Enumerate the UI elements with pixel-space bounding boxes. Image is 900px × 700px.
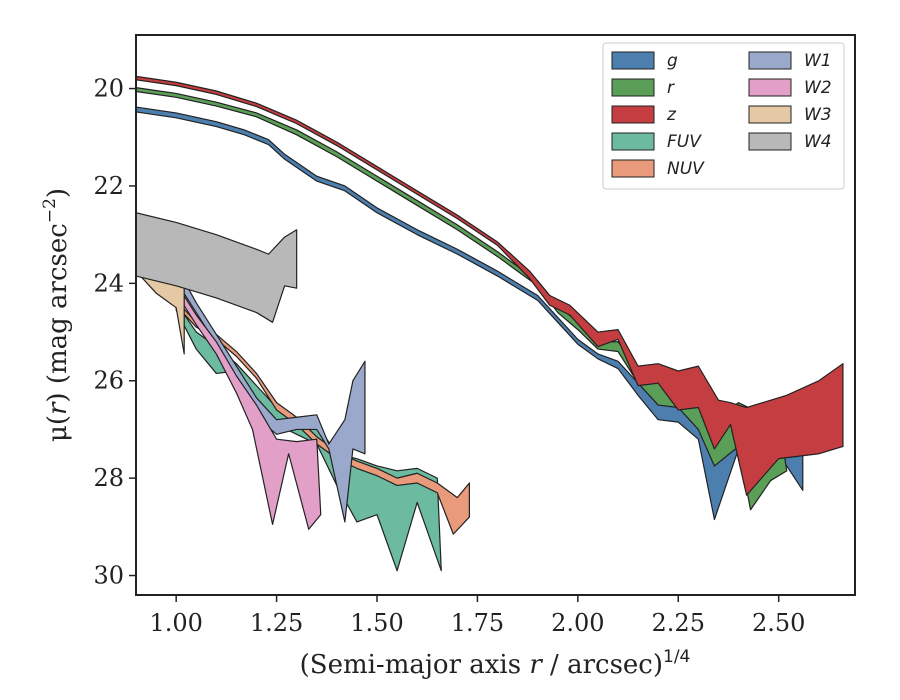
legend-label-nuv: NUV <box>667 159 705 179</box>
series-band-w4 <box>136 212 298 323</box>
series-layer <box>136 75 844 572</box>
legend-swatch-z <box>611 105 655 124</box>
x-axis-title: (Semi-major axis r / arcsec)1/4 <box>300 647 691 680</box>
legend-swatch-r <box>611 78 655 97</box>
y-axis-ticks: 20 22 24 26 28 30 <box>93 75 136 590</box>
x-tick-label: 2.00 <box>551 609 604 637</box>
legend-swatch-w1 <box>748 51 792 70</box>
series-band-nuv <box>175 299 470 535</box>
y-tick-label: 30 <box>93 562 124 590</box>
legend-swatch-g <box>611 51 655 70</box>
legend-items: grz FUV NUV W1 W2 W3 W4 <box>611 51 832 179</box>
legend-label-w1: W1 <box>804 51 832 71</box>
series-band-g <box>136 106 804 521</box>
series-band-w2 <box>136 248 322 530</box>
y-tick-label: 28 <box>93 464 124 492</box>
x-tick-label: 1.50 <box>350 609 403 637</box>
legend-label-w4: W4 <box>804 132 832 152</box>
x-tick-label: 2.25 <box>652 609 705 637</box>
x-tick-label: 2.50 <box>752 609 805 637</box>
legend-label-r: r <box>667 78 675 98</box>
y-tick-label: 22 <box>93 172 124 200</box>
legend-label-fuv: FUV <box>667 132 702 152</box>
series-band-r <box>136 86 788 511</box>
x-tick-label: 1.00 <box>149 609 202 637</box>
x-tick-label: 1.75 <box>451 609 504 637</box>
legend-label-z: z <box>666 105 677 125</box>
legend: grz FUV NUV W1 W2 W3 W4 <box>602 42 845 190</box>
legend-swatch-w4 <box>748 132 792 151</box>
y-tick-label: 26 <box>93 367 124 395</box>
plot-frame <box>135 34 856 596</box>
legend-swatch-w2 <box>748 78 792 97</box>
x-tick-label: 1.25 <box>250 609 303 637</box>
legend-swatch-w3 <box>748 105 792 124</box>
legend-label-w3: W3 <box>804 105 832 125</box>
legend-swatch-nuv <box>611 159 655 178</box>
y-tick-label: 20 <box>93 75 124 103</box>
series-band-z <box>136 75 844 496</box>
y-axis-title: μ(r) (mag arcsec−2) <box>40 188 73 442</box>
legend-label-g: g <box>667 51 678 71</box>
legend-label-w2: W2 <box>804 78 832 98</box>
x-axis-ticks: 1.00 1.25 1.50 1.75 2.00 2.25 2.50 <box>149 595 805 637</box>
legend-swatch-fuv <box>611 132 655 151</box>
y-tick-label: 24 <box>93 269 124 297</box>
